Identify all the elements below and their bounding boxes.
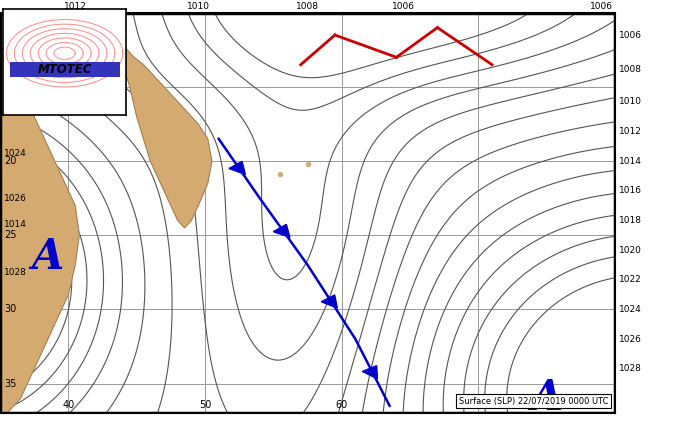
Text: A: A: [31, 236, 64, 279]
Polygon shape: [322, 295, 338, 308]
Text: 1014: 1014: [4, 220, 27, 229]
Text: 1006: 1006: [619, 31, 642, 40]
Text: 1014: 1014: [619, 157, 642, 166]
Text: 1028: 1028: [619, 364, 642, 373]
Text: 1022: 1022: [4, 97, 27, 106]
Text: 20: 20: [4, 156, 17, 166]
Text: A: A: [531, 377, 563, 419]
Text: 1022: 1022: [619, 275, 642, 284]
Text: 1016: 1016: [4, 60, 27, 69]
Text: 1024: 1024: [4, 149, 27, 158]
Text: Surface (SLP) 22/07/2019 0000 UTC: Surface (SLP) 22/07/2019 0000 UTC: [459, 397, 608, 406]
Text: 1026: 1026: [619, 334, 642, 343]
Text: 1008: 1008: [296, 2, 319, 12]
Text: 1026: 1026: [4, 194, 27, 203]
Text: 35: 35: [4, 379, 17, 389]
Text: 1028: 1028: [4, 268, 27, 277]
Text: 40: 40: [62, 400, 75, 409]
Text: 1010: 1010: [187, 2, 210, 12]
Text: 30: 30: [4, 305, 16, 314]
Text: 1010: 1010: [619, 97, 642, 106]
Polygon shape: [273, 225, 290, 237]
Text: MTOTEC: MTOTEC: [38, 63, 92, 76]
Text: 70: 70: [473, 400, 484, 409]
Text: 50: 50: [199, 400, 211, 409]
Polygon shape: [0, 13, 79, 413]
Text: 60: 60: [336, 400, 348, 409]
Text: 1020: 1020: [4, 26, 27, 35]
Text: 1016: 1016: [619, 186, 642, 195]
Text: 1018: 1018: [4, 50, 27, 59]
Text: 25: 25: [4, 230, 17, 240]
Point: [275, 171, 286, 178]
Text: 1020: 1020: [619, 245, 642, 255]
Text: 1006: 1006: [590, 2, 613, 12]
Text: 1012: 1012: [619, 127, 642, 136]
Text: 1024: 1024: [619, 305, 642, 314]
Text: 1006: 1006: [391, 2, 415, 12]
Text: 1008: 1008: [619, 65, 642, 74]
Text: 1012: 1012: [64, 2, 87, 12]
Polygon shape: [362, 366, 377, 379]
Polygon shape: [229, 161, 245, 174]
Text: 1018: 1018: [619, 216, 642, 225]
Polygon shape: [120, 43, 212, 228]
Text: 15: 15: [4, 82, 17, 92]
Point: [302, 161, 313, 167]
Bar: [10, 62, 120, 77]
